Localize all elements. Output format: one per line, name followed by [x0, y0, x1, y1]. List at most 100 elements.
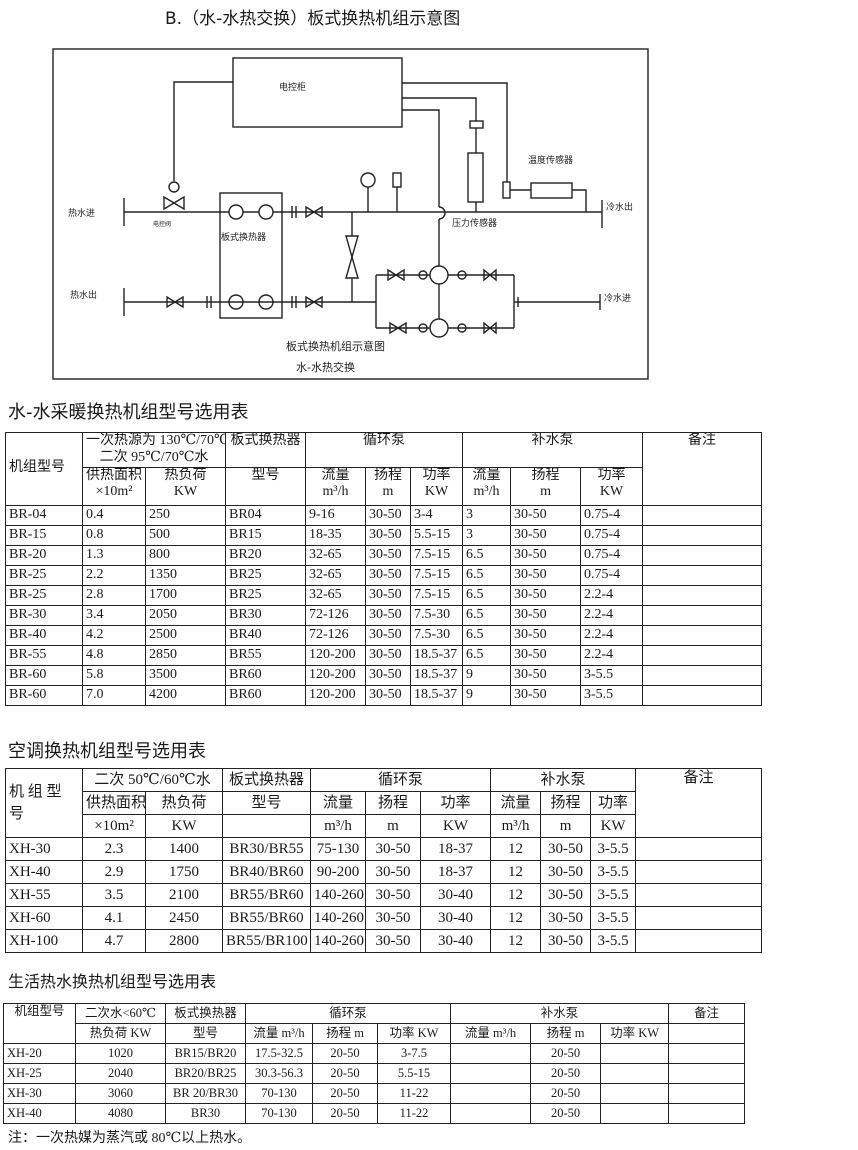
- table-cell: 30-50: [365, 544, 411, 566]
- header-power: 功率 KW: [376, 1023, 452, 1044]
- table-cell: 20-50: [530, 1083, 602, 1104]
- table-cell: [450, 1083, 532, 1104]
- table-cell: 1.3: [82, 544, 146, 566]
- table-cell: [450, 1043, 532, 1064]
- table-cell: 7.5-30: [409, 604, 464, 626]
- table-cell: [642, 584, 762, 606]
- table-cell: XH-40: [5, 860, 83, 884]
- ac-model-table: 机 组 型 号 二次 50℃/60℃水 板式换热器 循环泵 补水泵 备注 供热面…: [5, 768, 762, 953]
- table-cell: 4200: [145, 684, 226, 706]
- header-label: 扬程: [531, 467, 560, 483]
- header-unit: KW: [599, 484, 624, 500]
- header-unit: m: [365, 814, 422, 838]
- header-head: 扬程 m: [365, 466, 411, 506]
- header-load: 热负荷 KW: [145, 466, 226, 506]
- table-cell: 6.5: [462, 544, 512, 566]
- table-cell: BR 20/BR30: [165, 1083, 246, 1104]
- table-cell: 3-5.5: [590, 929, 637, 953]
- table-cell: 120-200: [305, 644, 366, 666]
- table-row: XH-55 3.5 2100 BR55/BR60 140-260 30-50 30-40 12…: [5, 883, 762, 907]
- table-cell: BR-25: [5, 564, 83, 586]
- table-cell: 70-130: [245, 1083, 313, 1104]
- table-row: BR-60 5.8 3500 BR60 120-200 30-50 18.5-37 9 30-5…: [5, 664, 762, 686]
- header-unit: m³/h: [473, 484, 500, 500]
- table-cell: 6.5: [462, 584, 512, 606]
- table-cell: 30-50: [365, 664, 411, 686]
- table-cell: BR-04: [5, 504, 83, 526]
- header-label: 型号: [251, 467, 280, 483]
- table-cell: 2.2: [82, 564, 146, 586]
- table-cell: [635, 860, 762, 884]
- table-cell: 2450: [144, 906, 224, 930]
- header-circulation-pump: 循环泵: [304, 432, 464, 468]
- table-cell: 18-37: [420, 860, 492, 884]
- table-cell: BR55/BR60: [222, 883, 312, 907]
- header-head: 扬程: [540, 791, 592, 815]
- table-cell: 3.5: [82, 883, 146, 907]
- cold-water-out-label: 冷水出: [606, 201, 633, 213]
- table-cell: 3-5.5: [590, 860, 637, 884]
- table-cell: 2.8: [82, 584, 146, 606]
- table-cell: 7.5-15: [409, 544, 464, 566]
- table-cell: [642, 544, 762, 566]
- table-cell: 18-37: [420, 837, 492, 861]
- table-row: BR-55 4.8 2850 BR55 120-200 30-50 18.5-37 6.5 30…: [5, 644, 762, 666]
- table-row: BR-60 7.0 4200 BR60 120-200 30-50 18.5-37 9 30-5…: [5, 684, 762, 706]
- table-cell: 30-50: [510, 644, 582, 666]
- table-cell: 2850: [145, 644, 226, 666]
- table-cell: [668, 1103, 745, 1124]
- diagram-caption: 板式换热机组示意图: [286, 339, 385, 353]
- page-title: B.（水-水热交换）板式换热机组示意图: [165, 9, 461, 29]
- hot-water-model-table: 机组型号 二次水<60℃ 板式换热器 循环泵 补水泵 备注 热负荷 KW 型号 流量…: [3, 1003, 745, 1124]
- table-cell: 20-50: [312, 1063, 378, 1084]
- header-circulation-pump: 循环泵: [310, 768, 492, 792]
- temperature-sensor: [530, 182, 573, 199]
- table-cell: 12: [490, 883, 542, 907]
- table-cell: 30-50: [540, 883, 592, 907]
- table-row: XH-60 4.1 2450 BR55/BR60 140-260 30-50 30-40 12…: [5, 906, 762, 930]
- table-cell: 1350: [145, 564, 226, 586]
- header-remark: 备注: [642, 432, 762, 506]
- table-cell: 30-50: [365, 906, 422, 930]
- table-cell: 30-50: [510, 584, 582, 606]
- table-cell: XH-55: [5, 883, 83, 907]
- table-cell: 32-65: [305, 584, 366, 606]
- table-cell: 18.5-37: [409, 664, 464, 686]
- table-cell: 6.5: [462, 644, 512, 666]
- table-cell: [668, 1083, 745, 1104]
- header-unit: [222, 814, 312, 838]
- table-cell: 2.9: [82, 860, 146, 884]
- table-cell: 5.5-15: [409, 524, 464, 546]
- table-row: XH-30 2.3 1400 BR30/BR55 75-130 30-50 18-37 12 3…: [5, 837, 762, 861]
- temperature-sensor-label: 温度传感器: [528, 154, 573, 166]
- table-cell: 7.5-30: [409, 624, 464, 646]
- table-cell: 2.2-4: [580, 624, 644, 646]
- header-head: 扬程 m: [530, 1023, 602, 1044]
- table-cell: 17.5-32.5: [245, 1043, 313, 1064]
- table-cell: BR15/BR20: [165, 1043, 246, 1064]
- header-remark: 备注: [668, 1003, 745, 1024]
- table-cell: [600, 1103, 670, 1124]
- table-cell: BR30/BR55: [222, 837, 312, 861]
- table-cell: 5.5-15: [376, 1063, 452, 1084]
- header-circulation-pump: 循环泵: [244, 1003, 452, 1024]
- table-cell: 0.75-4: [580, 544, 644, 566]
- table-cell: 30-50: [365, 883, 422, 907]
- table-cell: 800: [145, 544, 226, 566]
- table-cell: 30-50: [365, 564, 411, 586]
- header-power: 功率: [590, 791, 637, 815]
- heating-model-table: 机组型号 一次热源为 130℃/70℃ 二次 95℃/70℃水 板式换热器 循环泵…: [5, 432, 762, 706]
- table-cell: BR60: [225, 664, 306, 686]
- motor-icon: [168, 181, 180, 193]
- table-cell: 3-5.5: [580, 664, 644, 686]
- table-cell: XH-25: [3, 1063, 76, 1084]
- table-row: BR-20 1.3 800 BR20 32-65 30-50 7.5-15 6.5 30-50 0…: [5, 544, 762, 566]
- hot-water-out-label: 热水出: [70, 289, 97, 301]
- table-cell: BR55/BR60: [222, 906, 312, 930]
- header-area: 供热面积: [82, 791, 146, 815]
- table-cell: 30-50: [510, 604, 582, 626]
- electric-valve: [163, 195, 185, 211]
- table-cell: XH-40: [3, 1103, 76, 1124]
- header-flow: 流量 m³/h: [305, 466, 366, 506]
- table-cell: 2800: [144, 929, 224, 953]
